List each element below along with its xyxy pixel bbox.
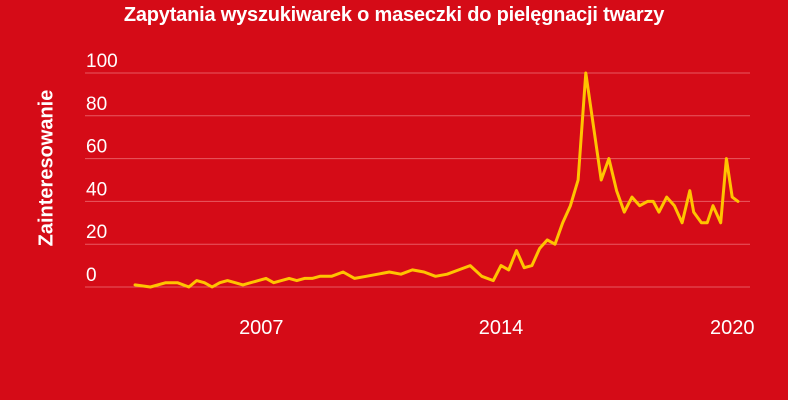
y-tick-label: 0 — [86, 265, 97, 286]
x-tick-label: 2014 — [479, 317, 524, 339]
y-tick-labels: 100 80 60 40 20 0 — [86, 51, 118, 286]
x-tick-label: 2007 — [239, 317, 284, 339]
y-tick-label: 40 — [86, 179, 107, 200]
y-tick-label: 80 — [86, 94, 107, 115]
y-tick-label: 60 — [86, 137, 107, 158]
x-tick-label: 2020 — [710, 317, 755, 339]
series-lines — [133, 71, 740, 289]
gridlines — [85, 72, 750, 288]
y-tick-label: 20 — [86, 222, 107, 243]
chart-title: Zapytania wyszukiwarek o maseczki do pie… — [123, 4, 665, 26]
series-line — [133, 71, 740, 289]
y-tick-label: 100 — [86, 51, 118, 72]
x-tick-labels: 2007 2014 2020 — [239, 317, 754, 339]
